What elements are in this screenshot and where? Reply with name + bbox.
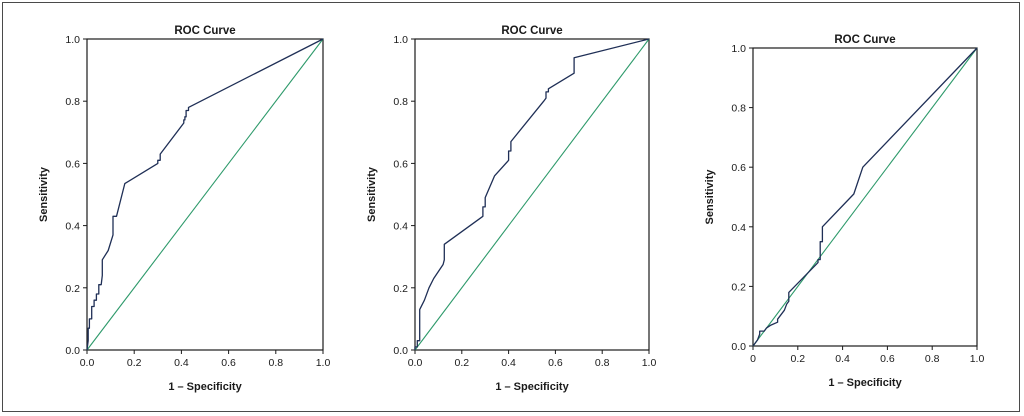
y-tick-label: 0.8 [393,96,408,108]
x-tick-label: 0.8 [925,353,940,365]
y-axis-label: Sensitivity [704,169,716,225]
x-tick-label: 0.6 [221,357,236,369]
x-tick-label: 1.0 [970,353,985,365]
reference-line [752,47,978,347]
x-tick-label: 0.6 [548,357,563,369]
y-tick-label: 0.0 [731,341,746,353]
y-tick-label: 0.8 [65,96,80,108]
y-tick-label: 0.2 [731,281,746,293]
roc-curve-line [414,38,650,350]
x-tick-label: 0.4 [174,357,189,369]
y-tick-label: 0.2 [65,283,80,295]
y-tick-label: 1.0 [731,43,746,55]
y-tick-label: 0.6 [731,162,746,174]
y-tick-label: 1.0 [65,34,80,46]
roc-curve-line [86,38,324,351]
roc-curve-line [752,47,978,347]
roc-charts-svg: ROC Curve 0.0 0.2 0.4 0.6 0.8 1.0 0.0 0.2 0.4 0.6 0… [38,25,984,393]
y-tick-label: 0.4 [731,222,746,234]
y-tick-label: 0.6 [65,158,80,170]
x-tick-label: 0.2 [127,357,142,369]
plot-frame [414,38,650,351]
x-tick-label: 0.4 [835,353,850,365]
x-tick-label: 0 [750,353,756,365]
chart-title: ROC Curve [834,34,895,46]
x-axis-label: 1 – Specificity [495,381,569,393]
y-tick-label: 0.2 [393,283,408,295]
y-tick-label: 1.0 [393,34,408,46]
y-axis-label: Sensitivity [38,166,50,222]
chart-title: ROC Curve [174,25,235,37]
x-tick-label: 0.2 [454,357,469,369]
y-tick-label: 0.4 [65,221,80,233]
plot-frame [86,38,324,351]
x-tick-label: 0.6 [880,353,895,365]
reference-line [86,38,324,351]
y-tick-label: 0.8 [731,103,746,115]
x-tick-label: 0.8 [595,357,610,369]
reference-line [414,38,650,351]
y-tick-label: 0.0 [65,345,80,357]
y-tick-label: 0.4 [393,221,408,233]
x-tick-label: 0.0 [80,357,95,369]
x-tick-label: 1.0 [642,357,657,369]
roc-panel-3: ROC Curve 0 0.2 0.4 0.6 0.8 1.0 0.0 0.2 0.4 0.6 0.8… [704,34,984,389]
y-axis-label: Sensitivity [366,166,378,222]
y-tick-label: 0.0 [393,345,408,357]
x-tick-label: 1.0 [316,357,331,369]
roc-panel-2: ROC Curve 0.0 0.2 0.4 0.6 0.8 1.0 0.0 0.2 0.4 0.6 0… [366,25,656,393]
roc-figure: ROC Curve 0.0 0.2 0.4 0.6 0.8 1.0 0.0 0.2 0.4 0.6 0… [2,2,1020,412]
x-axis-label: 1 – Specificity [168,381,242,393]
roc-panel-1: ROC Curve 0.0 0.2 0.4 0.6 0.8 1.0 0.0 0.2 0.4 0.6 0… [38,25,330,393]
x-tick-label: 0.2 [790,353,805,365]
chart-title: ROC Curve [501,25,562,37]
x-axis-label: 1 – Specificity [828,377,902,389]
x-tick-label: 0.4 [501,357,516,369]
x-tick-label: 0.0 [408,357,423,369]
y-tick-label: 0.6 [393,158,408,170]
x-tick-label: 0.8 [268,357,283,369]
plot-frame [752,47,978,347]
